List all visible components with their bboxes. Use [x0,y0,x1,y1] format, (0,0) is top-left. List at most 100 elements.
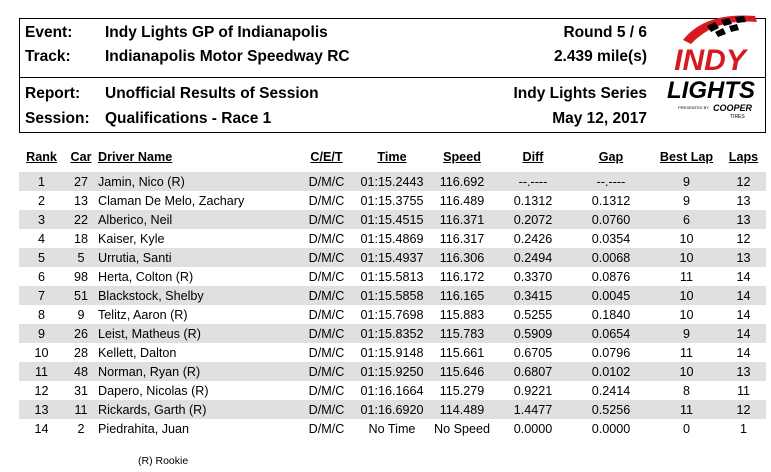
cell-gap: 0.0000 [591,421,631,436]
cell-rank: 10 [34,345,49,360]
cell-speed: 114.489 [428,400,496,419]
cell-time: 01:16.6920 [356,400,428,419]
cell-cet: D/M/C [308,269,345,284]
cell-best-lap: 11 [652,400,721,419]
cell-rank: 9 [19,324,64,343]
cell-laps: 13 [721,210,766,229]
cell-diff: 0.5255 [513,307,553,322]
header-box-top: Event: Indy Lights GP of Indianapolis Ro… [19,18,766,78]
cell-diff: 0.3415 [496,286,570,305]
cell-car: 2 [77,421,85,436]
cell-cet: D/M/C [297,210,356,229]
cell-driver-name: Alberico, Neil [98,210,297,229]
col-header-driver-name: Driver Name [98,150,173,164]
col-header-laps: Laps [728,150,759,164]
cell-rank: 4 [37,231,45,246]
col-header-gap: Gap [598,150,624,164]
cell-laps: 14 [736,307,751,322]
cell-car: 18 [73,231,88,246]
cell-car: 98 [73,269,88,284]
results-table: Rank Car Driver Name C/E/T Time Speed Diff Gap B… [19,150,766,438]
cell-speed: 115.646 [428,362,496,381]
cell-best-lap: 8 [682,383,690,398]
table-row: 6 98 Herta, Colton (R) D/M/C 01:15.5813 116.1… [19,267,766,286]
cell-cet: D/M/C [297,362,356,381]
cell-cet: D/M/C [308,345,345,360]
logo-sponsor-sub: TIRES [730,114,745,120]
cell-time: 01:15.8352 [356,324,428,343]
cell-laps: 13 [721,362,766,381]
cell-speed: 115.661 [439,345,485,360]
table-row: 2 13 Claman De Melo, Zachary D/M/C 01:15.375… [19,191,766,210]
cell-driver-name: Blackstock, Shelby [98,286,297,305]
cell-gap: 0.0876 [591,269,631,284]
cell-speed: 116.489 [439,193,485,208]
cell-car: 5 [64,248,98,267]
cell-car: 48 [64,362,98,381]
logo-sponsor-text: COOPER [713,103,753,113]
cell-rank: 8 [37,307,45,322]
cell-gap: 0.0654 [570,324,652,343]
cell-driver-name: Urrutia, Santi [98,248,297,267]
col-header-cet: C/E/T [310,150,343,164]
cell-rank: 14 [34,421,49,436]
track-length: 2.439 mile(s) [553,48,647,65]
cell-rank: 11 [19,362,64,381]
logo-presented-text: PRESENTED BY [678,105,709,110]
col-header-best-lap: Best Lap [659,150,714,164]
cell-cet: D/M/C [297,172,356,191]
cell-rank: 12 [34,383,49,398]
table-row: 5 5 Urrutia, Santi D/M/C 01:15.4937 116.306 0.… [19,248,766,267]
table-row: 10 28 Kellett, Dalton D/M/C 01:15.9148 115.66… [19,343,766,362]
cell-time: 01:15.9148 [360,345,424,360]
cell-speed: 115.883 [439,307,485,322]
session-label: Session: [25,110,90,127]
cell-cet: D/M/C [297,324,356,343]
cell-cet: D/M/C [297,400,356,419]
cell-gap: 0.0102 [570,362,652,381]
cell-speed: 116.172 [439,269,485,284]
cell-driver-name: Piedrahita, Juan [98,421,190,436]
cell-laps: 14 [736,269,751,284]
cell-best-lap: 11 [679,269,694,284]
cell-speed: No Speed [433,421,490,436]
track-label: Track: [25,48,71,65]
cell-time: 01:15.4869 [360,231,424,246]
cell-cet: D/M/C [308,307,345,322]
cell-best-lap: 11 [679,345,694,360]
cell-driver-name: Jamin, Nico (R) [98,172,297,191]
cell-time: 01:15.4515 [356,210,428,229]
cell-rank: 5 [19,248,64,267]
table-row: 14 2 Piedrahita, Juan D/M/C No Time No Speed 0… [19,419,766,438]
cell-laps: 12 [736,231,751,246]
cell-laps: 1 [739,421,747,436]
table-row: 4 18 Kaiser, Kyle D/M/C 01:15.4869 116.317 0.2… [19,229,766,248]
cell-rank: 3 [19,210,64,229]
cell-best-lap: 10 [652,362,721,381]
cell-laps: 14 [721,324,766,343]
table-row: 9 26 Leist, Matheus (R) D/M/C 01:15.8352 115.… [19,324,766,343]
cell-diff: 0.9221 [513,383,553,398]
logo-lights-text: LIGHTS [667,77,755,104]
table-row: 12 31 Dapero, Nicolas (R) D/M/C 01:16.1664 11… [19,381,766,400]
cell-best-lap: 9 [652,324,721,343]
cell-speed: 116.306 [428,248,496,267]
cell-best-lap: 10 [679,307,694,322]
table-row: 7 51 Blackstock, Shelby D/M/C 01:15.5858 116.… [19,286,766,305]
table-row: 3 22 Alberico, Neil D/M/C 01:15.4515 116.371 0… [19,210,766,229]
track-value: Indianapolis Motor Speedway RC [105,48,350,65]
table-row: 8 9 Telitz, Aaron (R) D/M/C 01:15.7698 115.88… [19,305,766,324]
cell-car: 27 [64,172,98,191]
cell-laps: 11 [736,383,751,398]
cell-time: 01:15.2443 [356,172,428,191]
cell-best-lap: 0 [682,421,690,436]
cell-gap: 0.1840 [591,307,631,322]
table-row: 13 11 Rickards, Garth (R) D/M/C 01:16.6920 11… [19,400,766,419]
cell-laps: 13 [736,193,751,208]
cell-rank: 1 [19,172,64,191]
cell-car: 26 [64,324,98,343]
cell-diff: 0.5909 [496,324,570,343]
cell-driver-name: Claman De Melo, Zachary [98,193,245,208]
cell-driver-name: Norman, Ryan (R) [98,362,297,381]
cell-car: 22 [64,210,98,229]
